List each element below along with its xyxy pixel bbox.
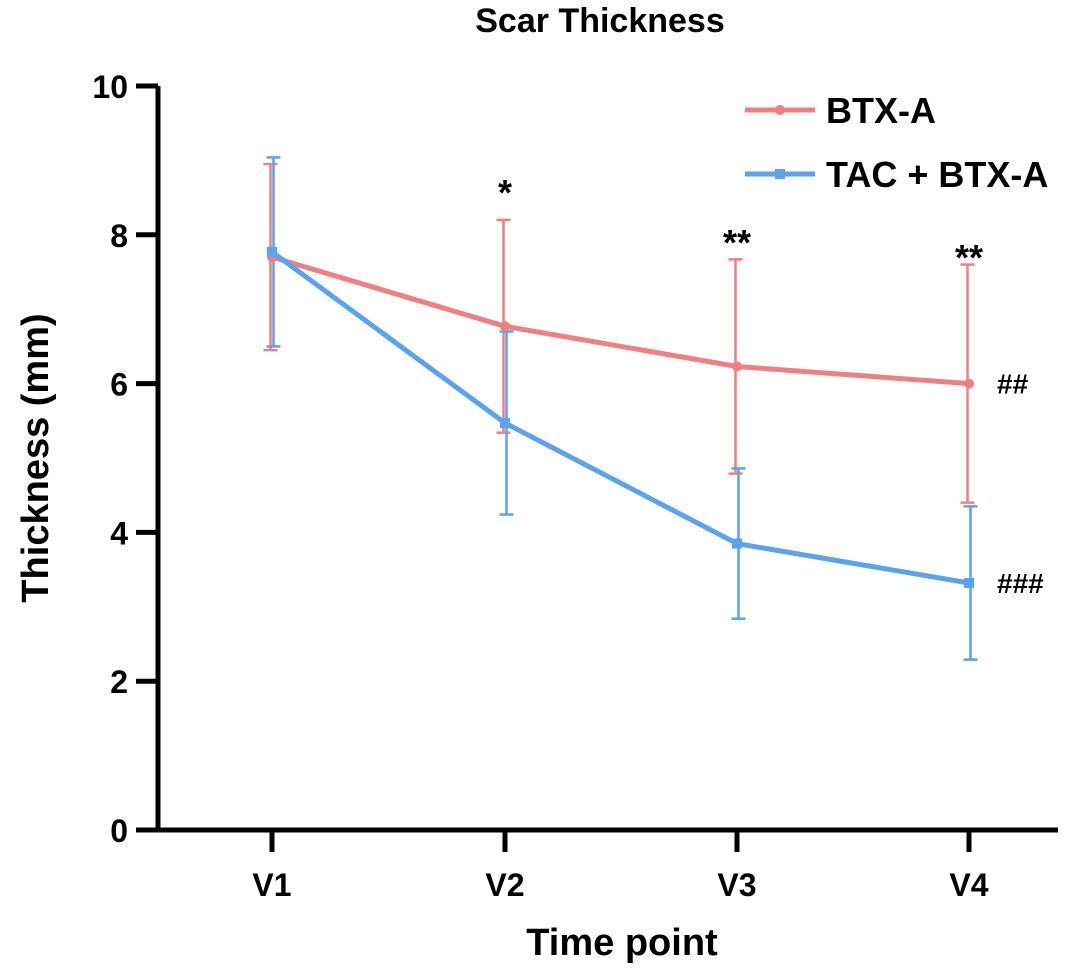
x-tick-label: V4 [949, 867, 988, 903]
y-tick-label: 0 [110, 813, 128, 849]
y-tick-label: 10 [92, 69, 128, 105]
legend-swatch-marker [775, 169, 785, 179]
legend: BTX-A TAC + BTX-A [745, 90, 1048, 195]
significance-mark: ** [955, 237, 983, 278]
legend-label: TAC + BTX-A [826, 154, 1048, 195]
data-point [732, 538, 742, 549]
significance-mark: ** [723, 222, 751, 263]
series-end-mark: ## [997, 369, 1029, 400]
legend-label: BTX-A [826, 90, 936, 131]
chart-title: Scar Thickness [475, 2, 724, 40]
plot-area: *** **##### [263, 156, 1044, 661]
series-end-mark: ### [997, 568, 1044, 599]
x-tick-label: V3 [717, 867, 756, 903]
significance-mark: * [498, 172, 512, 213]
data-point [732, 361, 742, 372]
y-tick-label: 2 [110, 664, 128, 700]
data-point [964, 378, 974, 389]
data-point [964, 577, 974, 588]
y-tick-label: 6 [110, 367, 128, 403]
x-tick-label: V2 [485, 867, 524, 903]
data-point [267, 246, 277, 257]
y-tick-label: 4 [110, 515, 128, 551]
axes: 0 2 4 6 8 10 V1 V2 V3 V4 [92, 69, 1058, 903]
series-line [270, 249, 970, 586]
data-point [500, 418, 510, 429]
x-tick-label: V1 [252, 867, 291, 903]
series-line [271, 254, 970, 387]
legend-swatch-marker [775, 105, 785, 115]
y-tick-label: 8 [110, 218, 128, 254]
data-point [500, 321, 510, 332]
y-axis-title: Thickness (mm) [15, 313, 57, 602]
x-axis-title: Time point [526, 922, 718, 964]
